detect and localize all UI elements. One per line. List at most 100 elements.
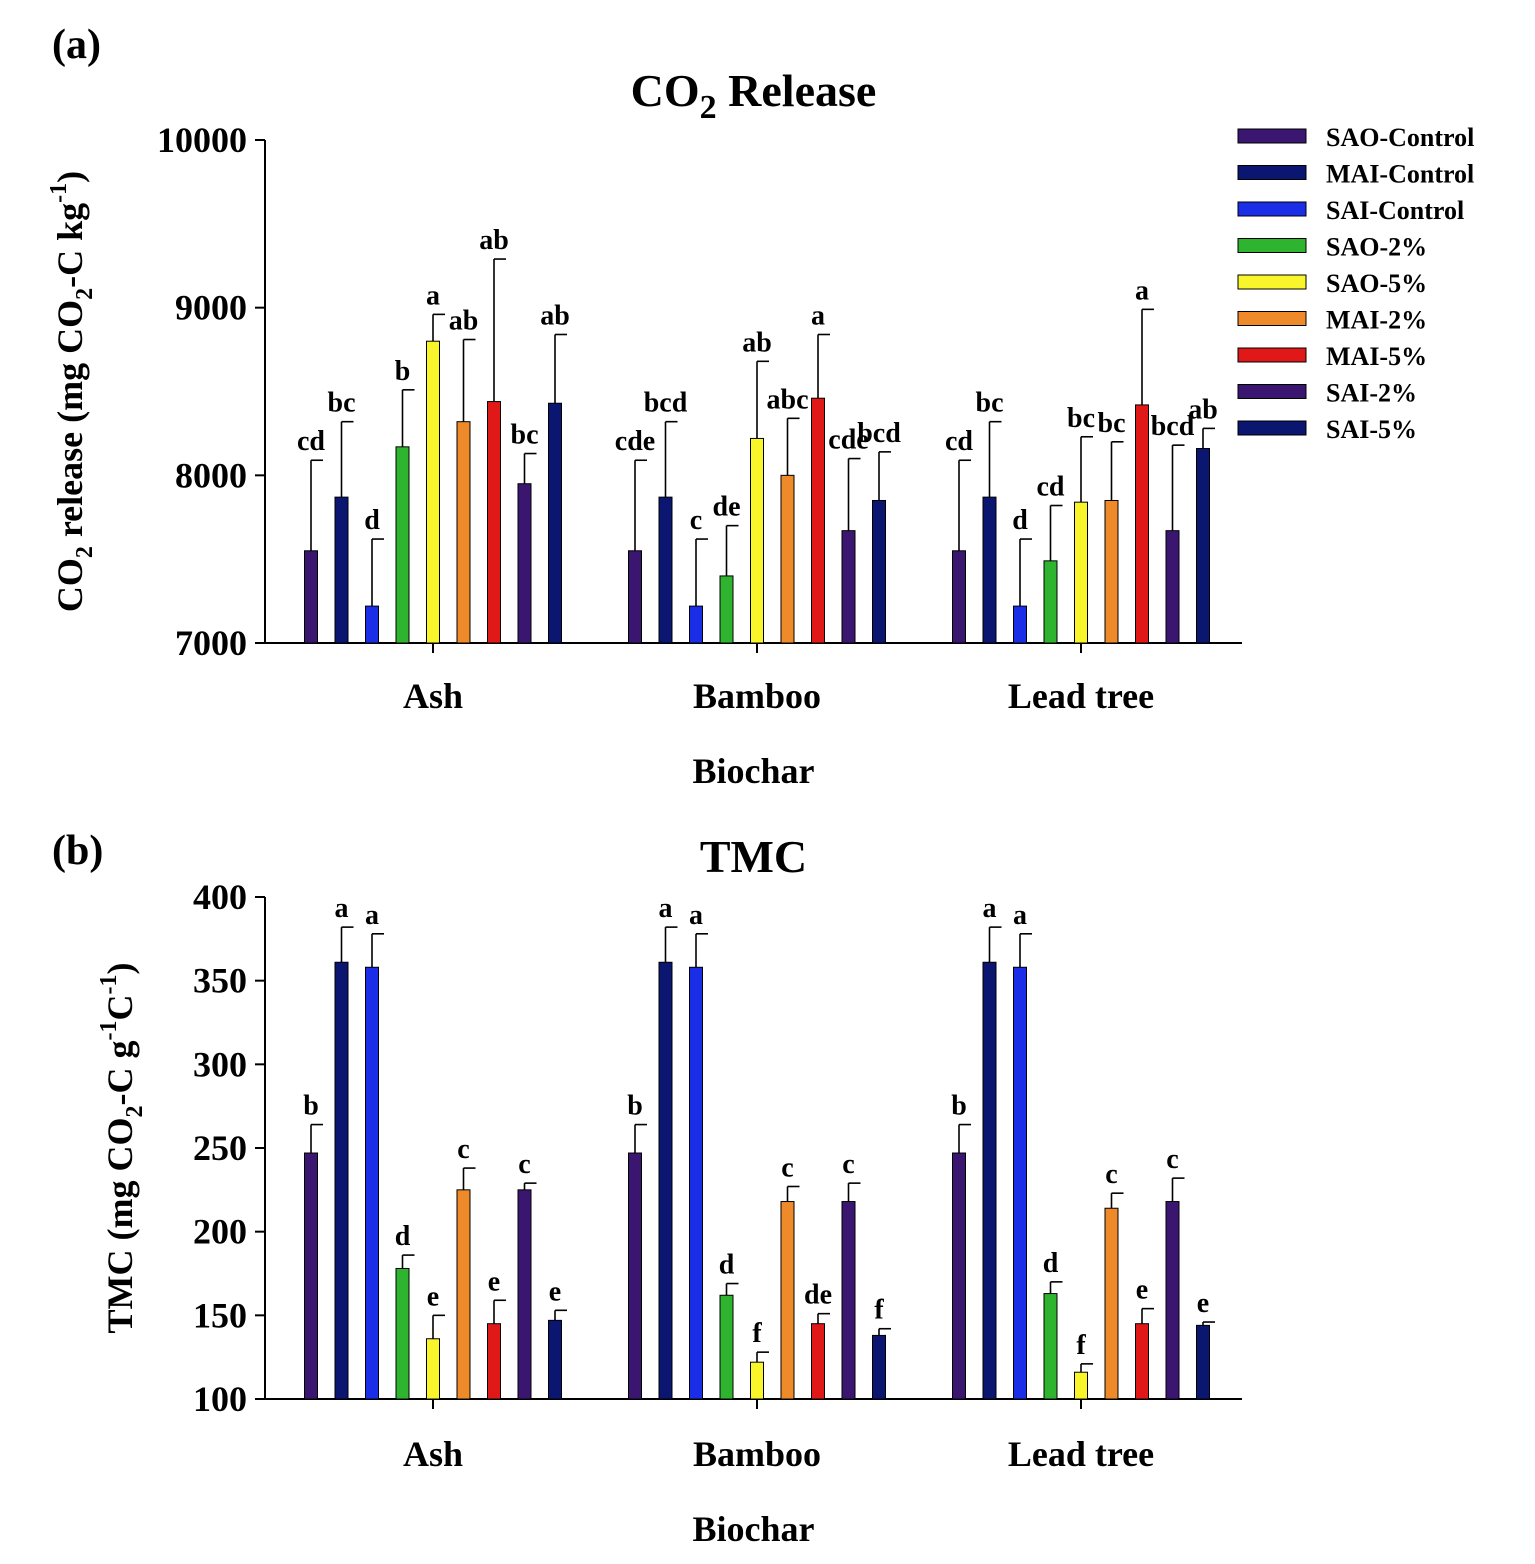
significance-letter: bcd — [857, 418, 901, 449]
significance-letter: f — [752, 1318, 762, 1349]
significance-letter: a — [426, 280, 440, 311]
significance-letter: a — [689, 900, 703, 931]
bar-SAO-2%-Bamboo — [719, 1294, 734, 1400]
legend-label: MAI-5% — [1326, 342, 1427, 371]
x-tick-label: Lead tree — [1008, 676, 1154, 716]
bar-SAO-Control-Lead tree — [952, 550, 966, 644]
bar-SAO-5%-Lead tree — [1074, 1371, 1088, 1400]
legend-swatch — [1237, 311, 1307, 326]
significance-letter: e — [427, 1281, 439, 1312]
legend-swatch — [1237, 201, 1307, 217]
bar-MAI-5%-Bamboo — [811, 1323, 825, 1400]
bar-SAO-2%-Lead tree — [1043, 560, 1058, 644]
bar-MAI-2%-Lead tree — [1104, 1207, 1119, 1400]
bar-SAI-Control-Bamboo — [689, 605, 703, 644]
x-tick-label: Ash — [403, 676, 463, 716]
bar-SAI-2%-Ash — [517, 1189, 532, 1400]
significance-letter: a — [1013, 900, 1027, 931]
legend-label: SAI-5% — [1326, 415, 1417, 444]
chart-panel-a: (a) CO2 Release 7000 8000 9000 10000 Ash Bamboo… — [46, 22, 1242, 791]
bar-SAO-Control-Ash — [304, 1152, 318, 1400]
bar-MAI-Control-Lead tree — [982, 961, 997, 1400]
legend-label: SAI-Control — [1326, 196, 1464, 225]
bar-SAO-2%-Lead tree — [1043, 1293, 1058, 1400]
bar-SAI-5%-Ash — [548, 1319, 562, 1400]
legend-swatch — [1237, 274, 1307, 290]
bar-MAI-2%-Bamboo — [780, 1201, 795, 1400]
bar-SAI-5%-Lead tree — [1196, 1324, 1210, 1400]
significance-letter: cd — [297, 426, 325, 457]
significance-letter: bcd — [644, 388, 688, 419]
significance-letter: ab — [540, 300, 570, 331]
significance-letter: de — [713, 492, 741, 523]
significance-letter: c — [518, 1149, 530, 1180]
y-tick-label: 8000 — [175, 455, 247, 495]
significance-letter: d — [364, 505, 380, 536]
x-axis-label: Biochar — [693, 1509, 815, 1549]
legend-swatch — [1237, 384, 1307, 399]
x-tick-label: Ash — [403, 1434, 463, 1474]
chart-panel-b: (b) TMC 100 150 200 250 300 350 400 Ash Bamboo Lead… — [52, 828, 1242, 1549]
significance-letter: bc — [511, 420, 539, 451]
significance-letter: ab — [449, 306, 479, 337]
y-tick-label: 100 — [193, 1379, 247, 1419]
legend-swatch — [1237, 128, 1307, 144]
significance-letter: d — [1012, 505, 1028, 536]
panel-label: (a) — [52, 22, 101, 68]
bar-SAO-2%-Bamboo — [719, 575, 734, 644]
significance-letter: abc — [767, 384, 809, 415]
significance-letter: cde — [828, 425, 868, 456]
legend-swatch — [1237, 165, 1307, 180]
bar-SAI-2%-Lead tree — [1165, 530, 1180, 644]
bar-SAI-5%-Bamboo — [872, 499, 886, 644]
x-tick-label: Bamboo — [693, 676, 821, 716]
bar-MAI-5%-Lead tree — [1135, 1323, 1149, 1400]
y-axis-label: TMC (mg CO2-C g-1C-1) — [96, 963, 148, 1334]
bar-SAI-2%-Bamboo — [841, 1201, 856, 1400]
significance-letter: f — [1076, 1330, 1086, 1361]
significance-letter: c — [457, 1134, 469, 1165]
legend-label: MAI-Control — [1326, 160, 1474, 189]
y-tick-label: 10000 — [157, 120, 247, 160]
bar-SAO-Control-Lead tree — [952, 1152, 966, 1400]
significance-letter: cd — [945, 426, 973, 457]
significance-letter: b — [395, 356, 411, 387]
bar-SAI-Control-Ash — [365, 966, 379, 1400]
significance-letter: a — [1135, 275, 1149, 306]
significance-letter: e — [488, 1266, 500, 1297]
legend-label: SAO-5% — [1326, 269, 1427, 298]
bar-SAO-2%-Ash — [395, 1267, 410, 1400]
bar-SAO-2%-Ash — [395, 446, 410, 644]
significance-letter: c — [1166, 1144, 1178, 1175]
legend-swatch — [1237, 347, 1307, 363]
panel-label: (b) — [52, 828, 103, 874]
significance-letter: b — [627, 1091, 643, 1122]
significance-letter: f — [874, 1295, 884, 1326]
x-tick-label: Bamboo — [693, 1434, 821, 1474]
significance-letter: cd — [1037, 472, 1065, 503]
bar-SAI-2%-Lead tree — [1165, 1201, 1180, 1400]
bar-SAO-5%-Lead tree — [1074, 501, 1088, 644]
significance-letter: ab — [479, 225, 509, 256]
bar-MAI-Control-Ash — [334, 496, 349, 644]
bar-SAI-2%-Ash — [517, 483, 532, 644]
significance-letter: bc — [328, 388, 356, 419]
significance-letter: bc — [976, 388, 1004, 419]
significance-letter: a — [659, 893, 673, 924]
bar-SAO-5%-Bamboo — [750, 437, 764, 644]
bar-SAO-5%-Ash — [426, 340, 440, 644]
significance-letter: bc — [1098, 408, 1126, 439]
bar-MAI-2%-Ash — [456, 421, 471, 644]
bar-MAI-Control-Bamboo — [658, 961, 673, 1400]
significance-letter: d — [1043, 1248, 1059, 1279]
bar-SAO-Control-Bamboo — [628, 1152, 642, 1400]
y-tick-label: 250 — [193, 1128, 247, 1168]
significance-letter: c — [781, 1152, 793, 1183]
bar-SAI-5%-Bamboo — [872, 1334, 886, 1400]
significance-letter: c — [842, 1149, 854, 1180]
x-axis-label: Biochar — [693, 751, 815, 791]
y-tick-label: 400 — [193, 877, 247, 917]
bar-SAI-Control-Bamboo — [689, 966, 703, 1400]
legend: SAO-Control MAI-Control SAI-Control SAO-2% S… — [1237, 123, 1474, 444]
bar-MAI-5%-Ash — [487, 401, 501, 644]
